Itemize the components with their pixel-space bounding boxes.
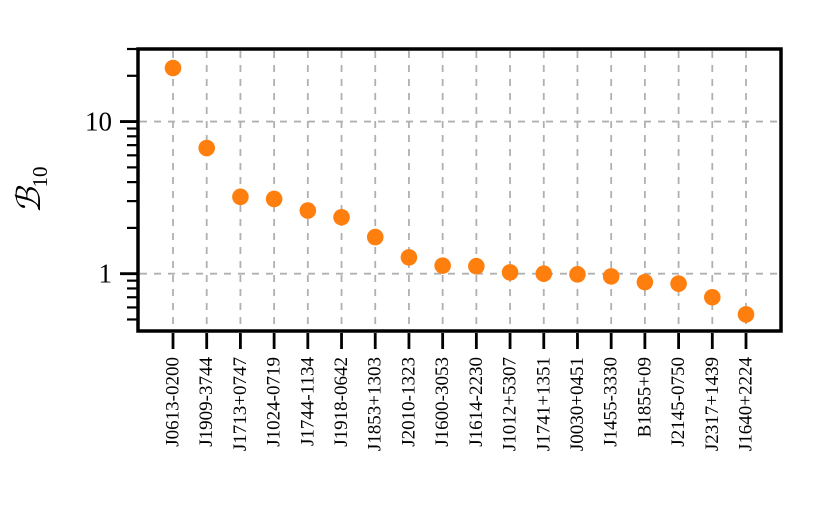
x-tick-label: J1713+0747 bbox=[230, 357, 251, 451]
data-point bbox=[434, 257, 451, 274]
x-tick-label: J2317+1439 bbox=[702, 357, 723, 451]
data-point bbox=[636, 273, 654, 291]
x-tick-label: J1614-2230 bbox=[466, 357, 487, 447]
y-tick-label: 10 bbox=[85, 107, 112, 137]
data-point bbox=[737, 306, 755, 323]
data-point bbox=[569, 266, 586, 283]
x-tick-label: J1024-0719 bbox=[264, 357, 285, 447]
data-point bbox=[535, 265, 553, 282]
data-point bbox=[468, 257, 485, 275]
data-point bbox=[265, 190, 283, 208]
data-point bbox=[164, 59, 182, 77]
x-tick-label: J2010-1323 bbox=[398, 357, 419, 447]
data-point bbox=[400, 249, 418, 266]
x-tick-label: J0030+0451 bbox=[567, 357, 588, 451]
data-point bbox=[299, 202, 317, 219]
x-tick-label: J1455-3330 bbox=[601, 357, 622, 447]
data-point bbox=[602, 268, 620, 285]
x-tick-label: J1918-0642 bbox=[331, 357, 352, 447]
x-tick-label: J0613-0200 bbox=[163, 357, 184, 447]
x-tick-label: J1909-3744 bbox=[196, 357, 217, 447]
data-point bbox=[501, 264, 519, 281]
plot-frame bbox=[136, 47, 783, 333]
x-tick-label: J1600-3053 bbox=[432, 357, 453, 447]
data-point bbox=[703, 288, 721, 306]
data-point bbox=[366, 228, 384, 246]
x-tick-label: J2145-0750 bbox=[668, 357, 689, 447]
x-tick-label: J1853+1303 bbox=[365, 357, 386, 451]
data-point bbox=[232, 188, 249, 206]
x-tick-label: J1012+5307 bbox=[500, 357, 521, 451]
y-axis-label: ℬ10 bbox=[12, 167, 52, 214]
data-point bbox=[670, 275, 687, 292]
data-point bbox=[198, 139, 216, 157]
data-point bbox=[333, 208, 350, 226]
y-tick-label: 1 bbox=[99, 259, 113, 289]
x-tick-label: J1744-1134 bbox=[297, 357, 318, 447]
x-tick-label: J1640+2224 bbox=[736, 357, 757, 452]
x-tick-label: B1855+09 bbox=[634, 357, 655, 437]
x-tick-label: J1741+1351 bbox=[533, 357, 554, 451]
